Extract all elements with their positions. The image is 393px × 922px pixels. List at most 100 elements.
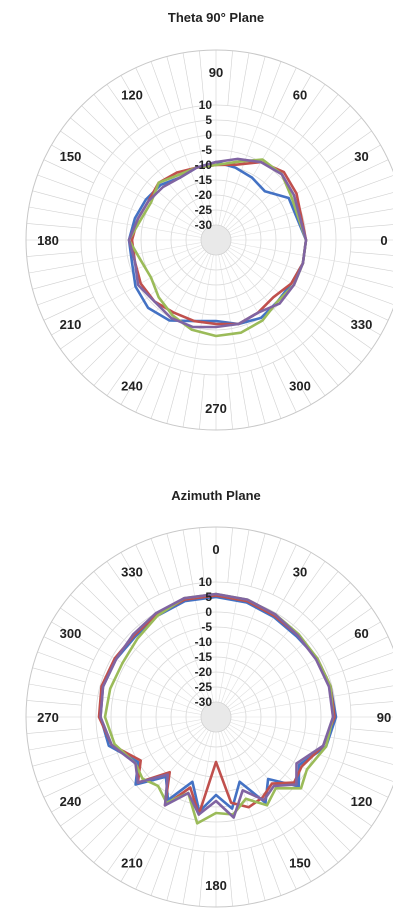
radial-gridline (332, 621, 381, 650)
angle-labels: 0 30 60 90 120 150 180 210 240 270 300 330 (37, 542, 391, 893)
radial-gridline (342, 175, 393, 195)
radial-tick-label: 5 (205, 113, 212, 127)
radial-gridline (182, 529, 193, 585)
spoke-gridline (218, 583, 240, 703)
radial-gridline (60, 794, 106, 827)
angle-label: 90 (377, 710, 391, 725)
spoke-gridline (230, 216, 350, 238)
radial-gridline (342, 652, 393, 672)
radial-gridline (342, 762, 393, 782)
radial-gridline (70, 594, 113, 631)
radial-gridline (319, 117, 362, 154)
radial-gridline (283, 75, 312, 124)
radial-gridline (28, 206, 84, 217)
radial-gridline (93, 94, 130, 137)
theta-90-plane-chart: Theta 90° Plane 1050-5-10-15-20-25-30030… (25, 10, 393, 431)
radial-gridline (199, 851, 205, 907)
radial-gridline (283, 552, 312, 601)
radial-gridline (272, 67, 297, 118)
polar-outer-ring (25, 49, 393, 431)
angle-label: 270 (37, 710, 59, 725)
spoke-gridline (82, 242, 202, 264)
angle-label: 240 (60, 794, 82, 809)
radial-gridline (319, 326, 362, 363)
radial-gridline (81, 812, 121, 852)
radial-gridline (311, 105, 351, 145)
center-hub (200, 224, 232, 256)
outer-circle (25, 526, 393, 908)
radial-gridline (32, 190, 86, 206)
radial-gridline (326, 130, 372, 163)
radial-gridline (60, 130, 106, 163)
radial-gridline (166, 56, 182, 110)
radial-gridline (272, 839, 297, 890)
radial-gridline (350, 224, 393, 229)
radial-gridline (182, 52, 193, 108)
radial-tick-label: -10 (195, 158, 213, 172)
spoke-gridline (218, 254, 240, 374)
radial-gridline (135, 67, 160, 118)
angle-label: 150 (289, 856, 311, 871)
radial-gridline (239, 529, 250, 585)
radial-gridline (227, 374, 233, 430)
chart-title: Azimuth Plane (171, 488, 261, 503)
series-line (130, 160, 308, 326)
radial-gridline (32, 274, 86, 290)
radial-gridline (338, 773, 389, 798)
series-line (99, 592, 335, 819)
radial-gridline (338, 636, 389, 661)
angle-label: 180 (205, 878, 227, 893)
radial-gridline (28, 740, 84, 751)
radial-gridline (261, 366, 282, 419)
radial-gridline (272, 362, 297, 413)
radial-gridline (26, 728, 82, 734)
radial-gridline (51, 621, 100, 650)
angle-label: 150 (60, 149, 82, 164)
radial-gridline (311, 812, 351, 852)
radial-gridline (338, 296, 389, 321)
radial-gridline (150, 366, 171, 419)
spoke-gridline (228, 724, 334, 785)
radial-gridline (120, 75, 149, 124)
radial-gridline (319, 803, 362, 840)
angle-label: 60 (293, 88, 307, 103)
radial-gridline (350, 701, 393, 706)
angle-label: 0 (212, 542, 219, 557)
radial-gridline (250, 370, 266, 424)
radial-gridline (32, 751, 86, 767)
radial-gridline (261, 538, 282, 591)
angle-labels: 0 30 60 90 120 150 180 210 240 270 300 330 (37, 65, 387, 416)
spoke-gridline (225, 136, 304, 229)
spoke-gridline (192, 583, 214, 703)
radial-gridline (199, 50, 205, 106)
spoke-gridline (225, 728, 304, 821)
angle-label: 330 (351, 317, 373, 332)
spoke-gridline (228, 247, 334, 308)
radial-gridline (106, 84, 139, 130)
radial-tick-label: -15 (195, 173, 213, 187)
spoke-gridline (112, 726, 205, 805)
spoke-gridline (220, 730, 263, 844)
radial-gridline (293, 827, 326, 873)
angle-label: 30 (293, 565, 307, 580)
radial-gridline (26, 251, 82, 257)
series-line (127, 157, 308, 329)
radial-gridline (182, 849, 193, 905)
radial-gridline (250, 56, 266, 110)
spoke-gridline (223, 252, 284, 358)
spoke-gridline (82, 216, 202, 238)
spoke-gridline (229, 193, 343, 236)
radial-gridline (326, 607, 372, 640)
radial-gridline (135, 544, 160, 595)
spoke-gridline (82, 719, 202, 741)
radial-gridline (93, 343, 130, 386)
radial-gridline (37, 762, 90, 783)
radial-gridline (250, 847, 266, 901)
radial-gridline (28, 263, 84, 274)
radial-gridline (199, 527, 205, 583)
series-line (127, 158, 308, 338)
radial-tick-label: 0 (205, 128, 212, 142)
radial-gridline (227, 851, 233, 907)
radial-gridline (37, 285, 90, 306)
radial-gridline (150, 538, 171, 591)
